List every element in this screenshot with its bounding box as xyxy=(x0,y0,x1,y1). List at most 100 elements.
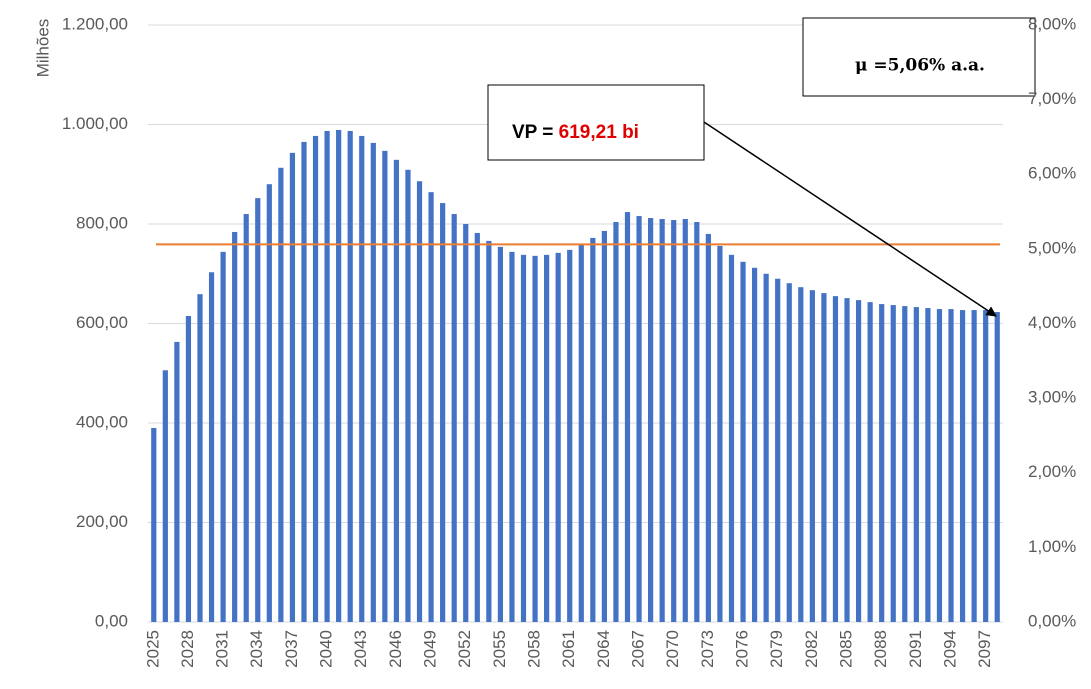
bar xyxy=(266,184,272,622)
bar xyxy=(463,224,469,622)
bar xyxy=(312,135,319,622)
bar xyxy=(624,212,631,622)
bar xyxy=(255,198,261,622)
bar xyxy=(324,130,330,622)
bar xyxy=(948,309,954,622)
vp-arrow xyxy=(703,121,997,317)
bar xyxy=(913,307,919,622)
bar xyxy=(786,283,792,622)
y2-tick-label: 4,00% xyxy=(1028,313,1076,332)
bar xyxy=(185,316,192,622)
bar xyxy=(636,216,642,623)
bar xyxy=(867,302,873,622)
x-tick-label: 2076 xyxy=(733,630,752,668)
bar xyxy=(509,251,515,623)
mean-annotation: μ =5,06% a.a. xyxy=(855,56,985,76)
bar xyxy=(347,130,353,622)
bar xyxy=(751,267,758,622)
x-tick-label: 2052 xyxy=(455,630,474,668)
x-tick-label: 2037 xyxy=(282,630,301,668)
x-tick-label: 2031 xyxy=(213,630,232,668)
bar xyxy=(359,135,365,622)
bar xyxy=(844,298,850,622)
vp-box xyxy=(487,84,705,161)
bar xyxy=(648,218,654,622)
bar xyxy=(613,222,619,622)
bar xyxy=(474,232,480,622)
bar xyxy=(994,312,1000,622)
bar xyxy=(208,272,215,622)
bar xyxy=(821,293,827,622)
bar xyxy=(659,219,665,622)
bar xyxy=(532,255,538,622)
bar xyxy=(717,245,723,622)
bar xyxy=(705,233,711,622)
x-tick-label: 2070 xyxy=(663,630,682,668)
y-tick-label: 0,00 xyxy=(95,611,128,630)
x-tick-label: 2073 xyxy=(698,630,717,668)
bar xyxy=(162,370,168,622)
bar xyxy=(393,159,400,622)
y2-tick-label: 8,00% xyxy=(1028,14,1076,33)
bar xyxy=(440,203,446,623)
bar xyxy=(197,294,203,622)
bar xyxy=(959,310,966,622)
mean-box xyxy=(802,17,1036,97)
y-tick-label: 200,00 xyxy=(76,512,128,531)
x-tick-label: 2082 xyxy=(802,630,821,668)
bar xyxy=(220,251,226,623)
bar xyxy=(544,254,550,622)
bar xyxy=(382,150,388,622)
y-tick-label: 1.200,00 xyxy=(62,14,128,33)
bar xyxy=(855,300,862,622)
x-tick-label: 2040 xyxy=(317,630,336,668)
y2-tick-label: 2,00% xyxy=(1028,462,1076,481)
bar xyxy=(902,306,908,622)
vp-annotation: VP = 619,21 bi xyxy=(512,122,639,143)
bar xyxy=(451,214,457,623)
y2-tick-label: 1,00% xyxy=(1028,537,1076,556)
bar xyxy=(694,222,700,622)
x-tick-label: 2088 xyxy=(871,630,890,668)
bar xyxy=(763,273,769,622)
x-tick-label: 2064 xyxy=(594,630,613,668)
x-tick-label: 2061 xyxy=(559,630,578,668)
y2-tick-label: 0,00% xyxy=(1028,611,1076,630)
y2-tick-label: 7,00% xyxy=(1028,89,1076,108)
y-tick-label: 400,00 xyxy=(76,412,128,431)
bar xyxy=(775,278,781,622)
y2-tick-label: 5,00% xyxy=(1028,238,1076,257)
bar xyxy=(740,261,746,622)
bar xyxy=(555,252,561,623)
x-tick-label: 2091 xyxy=(906,630,925,668)
bar xyxy=(301,141,307,622)
bar xyxy=(590,237,596,622)
bar xyxy=(151,427,157,622)
x-tick-label: 2058 xyxy=(525,630,544,668)
x-tick-label: 2049 xyxy=(421,630,440,668)
bar xyxy=(601,230,607,622)
x-tick-label: 2043 xyxy=(351,630,370,668)
bar xyxy=(336,129,342,622)
bar xyxy=(416,181,423,622)
bar xyxy=(925,308,931,622)
bar xyxy=(428,192,434,622)
bar xyxy=(567,249,573,622)
bar xyxy=(520,254,527,622)
bar xyxy=(289,152,296,623)
y-tick-label: 1.000,00 xyxy=(62,114,128,133)
bar xyxy=(809,290,815,622)
bar xyxy=(232,231,238,622)
bar xyxy=(486,240,492,623)
bar xyxy=(578,243,584,622)
x-tick-label: 2097 xyxy=(975,630,994,668)
x-tick-label: 2085 xyxy=(837,630,856,668)
y2-tick-label: 3,00% xyxy=(1028,388,1076,407)
bar xyxy=(983,310,989,622)
bar xyxy=(936,309,943,622)
x-tick-label: 2046 xyxy=(386,630,405,668)
x-tick-label: 2079 xyxy=(767,630,786,668)
bar xyxy=(832,296,839,622)
y-axis-title: Milhões xyxy=(33,19,52,78)
